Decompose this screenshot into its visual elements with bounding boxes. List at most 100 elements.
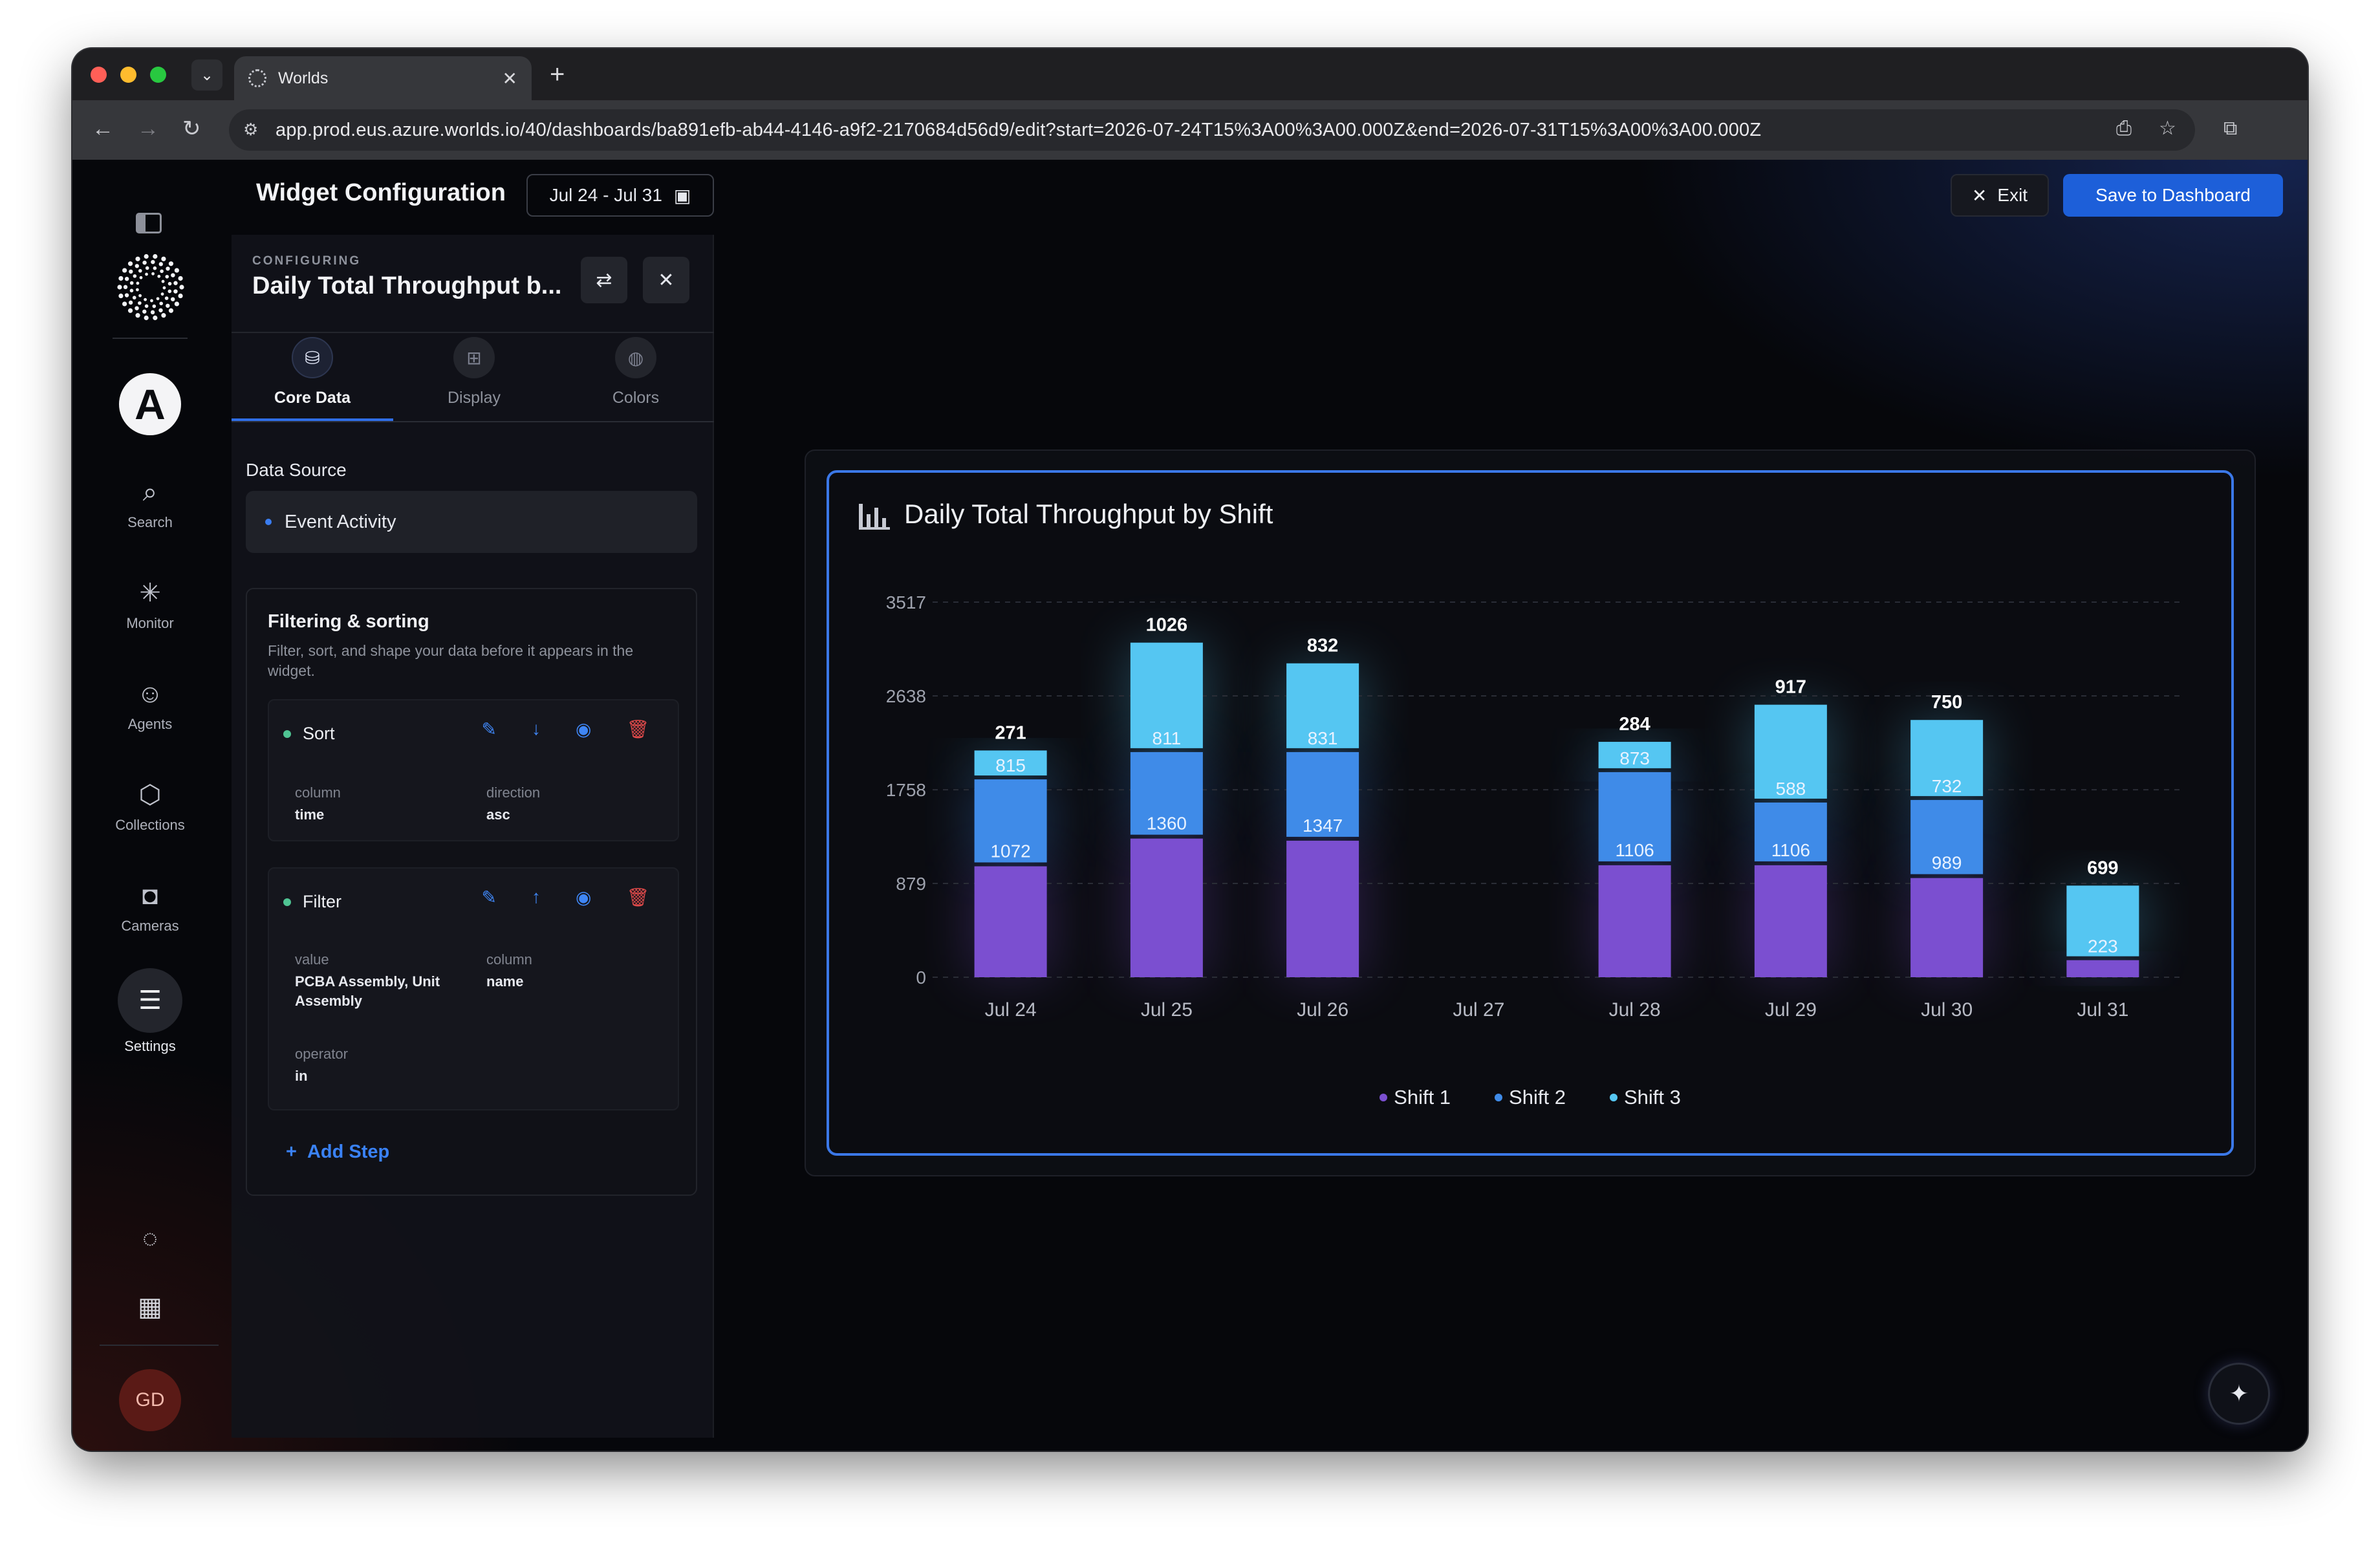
- site-settings-icon[interactable]: ⚙: [243, 120, 259, 139]
- nav-settings-label: Settings: [124, 1038, 176, 1054]
- bar-total-label: 284: [1619, 714, 1650, 735]
- nav-search-label: Search: [127, 514, 173, 530]
- close-icon: ✕: [658, 269, 675, 291]
- bar-value-label: 989: [1932, 853, 1962, 873]
- date-range-picker[interactable]: Jul 24 - Jul 31 ▣: [526, 174, 714, 217]
- filtering-sorting-card: Filtering & sorting Filter, sort, and sh…: [246, 588, 697, 1196]
- sort-step-card: Sort ✎ ↓ ◉ 🗑 column time direction as: [268, 699, 679, 841]
- building-icon[interactable]: ▦: [138, 1293, 162, 1321]
- tab-display[interactable]: ⊞ Display: [393, 337, 555, 407]
- bar-value-label: 831: [1308, 728, 1338, 748]
- sort-column-field: column time: [295, 784, 341, 825]
- bar-segment: [1286, 752, 1359, 837]
- plus-icon[interactable]: +: [550, 60, 565, 89]
- arrow-up-icon[interactable]: ↑: [532, 887, 541, 907]
- bar-segment: [1754, 704, 1827, 799]
- collections-icon: ⬡: [138, 781, 162, 809]
- eye-icon[interactable]: ◉: [576, 719, 592, 739]
- extensions-icon[interactable]: ⧉: [2223, 118, 2238, 139]
- sidebar-toggle-icon[interactable]: [136, 213, 162, 233]
- edit-icon[interactable]: ✎: [481, 719, 497, 739]
- bar-value-label: 1106: [1771, 840, 1810, 860]
- minimize-window-button[interactable]: [120, 67, 136, 83]
- filter-step-card: Filter ✎ ↑ ◉ 🗑 value PCBA Assembly, Unit…: [268, 867, 679, 1110]
- exit-button[interactable]: ✕ Exit: [1951, 174, 2049, 217]
- back-icon[interactable]: ←: [92, 116, 114, 141]
- status-dot: [265, 519, 272, 525]
- user-avatar[interactable]: GD: [119, 1369, 181, 1431]
- nav-collections[interactable]: ⬡ Collections: [91, 779, 210, 834]
- x-tick-label: Jul 26: [1297, 999, 1348, 1021]
- edit-icon[interactable]: ✎: [481, 887, 497, 907]
- add-step-button[interactable]: + Add Step: [286, 1141, 389, 1163]
- tab-search-button[interactable]: ⌄: [191, 60, 222, 91]
- legend-item-shift-2[interactable]: Shift 2: [1495, 1086, 1566, 1109]
- address-bar[interactable]: ⚙ app.prod.eus.azure.worlds.io/40/dashbo…: [229, 109, 2195, 151]
- reload-icon[interactable]: ↻: [182, 116, 201, 141]
- nav-cameras[interactable]: ◘ Cameras: [91, 880, 210, 935]
- nav-settings[interactable]: ☰ Settings: [91, 985, 210, 1055]
- arrow-down-icon[interactable]: ↓: [532, 719, 541, 739]
- close-icon[interactable]: ✕: [502, 68, 517, 89]
- nav-monitor[interactable]: ✳ Monitor: [91, 578, 210, 632]
- plus-icon: +: [286, 1141, 297, 1162]
- swap-widget-button[interactable]: ⇄: [581, 257, 627, 303]
- sort-direction-field: direction asc: [486, 784, 540, 825]
- nav-monitor-label: Monitor: [126, 615, 174, 631]
- calendar-icon: ▣: [673, 185, 691, 206]
- x-tick-label: Jul 28: [1609, 999, 1661, 1021]
- legend-swatch: [1609, 1094, 1617, 1101]
- field-key: operator: [295, 1046, 348, 1062]
- y-tick-label: 3517: [886, 592, 926, 612]
- close-config-button[interactable]: ✕: [643, 257, 689, 303]
- nav-search[interactable]: ⌕ Search: [91, 477, 210, 531]
- bar-total-label: 271: [995, 722, 1026, 743]
- monitor-icon: ✳: [139, 579, 161, 607]
- field-value: PCBA Assembly, Unit Assembly: [295, 973, 440, 1009]
- bar-value-label: 1347: [1303, 816, 1343, 836]
- bar-chart-icon: [859, 504, 890, 530]
- bar-segment: [1286, 663, 1359, 748]
- nav-agents[interactable]: ☺ Agents: [91, 678, 210, 733]
- nav-collections-label: Collections: [115, 817, 185, 833]
- browser-tab[interactable]: Worlds ✕: [234, 56, 532, 100]
- install-icon[interactable]: ⎙: [2116, 118, 2132, 139]
- tab-colors[interactable]: ◍ Colors: [555, 337, 717, 407]
- widget-title: Daily Total Throughput by Shift: [904, 499, 1273, 529]
- trash-icon[interactable]: 🗑: [626, 719, 649, 739]
- filtering-title: Filtering & sorting: [268, 611, 429, 632]
- stacked-bar-chart: 0 879 1758 2638 3517 Jul 24 Jul 25 Jul 26 Jul 27…: [886, 592, 2181, 1021]
- bar-segment: [1910, 720, 1984, 796]
- sparkle-icon: ✦: [2229, 1380, 2249, 1407]
- star-icon[interactable]: ☆: [2159, 118, 2176, 139]
- window-controls: [91, 67, 166, 83]
- trash-icon[interactable]: 🗑: [626, 887, 649, 907]
- legend-item-shift-1[interactable]: Shift 1: [1379, 1086, 1451, 1109]
- data-source-select[interactable]: Event Activity: [246, 491, 697, 553]
- bar-segment: [1130, 838, 1203, 977]
- y-tick-label: 2638: [886, 686, 926, 706]
- ai-assistant-button[interactable]: ✦: [2208, 1363, 2270, 1425]
- chart-widget[interactable]: Daily Total Throughput by Shift 0 879 1758…: [827, 470, 2234, 1156]
- bar-segment: [1754, 865, 1827, 977]
- legend-item-shift-3[interactable]: Shift 3: [1609, 1086, 1681, 1109]
- workspace-avatar[interactable]: A: [119, 373, 181, 435]
- save-to-dashboard-button[interactable]: Save to Dashboard: [2063, 174, 2283, 217]
- sliders-icon: ☰: [138, 986, 162, 1015]
- tab-colors-label: Colors: [612, 389, 660, 407]
- legend-label: Shift 1: [1394, 1086, 1451, 1109]
- nav-agents-label: Agents: [127, 716, 173, 732]
- app-root: A ⌕ Search ✳ Monitor ☺ Agents ⬡ Collecti…: [72, 160, 2308, 1451]
- forward-icon[interactable]: →: [137, 116, 159, 141]
- add-step-label: Add Step: [307, 1141, 390, 1162]
- date-range-text: Jul 24 - Jul 31: [549, 185, 662, 205]
- tab-core-data[interactable]: ⛁ Core Data: [232, 337, 393, 407]
- bar-total-label: 699: [2087, 858, 2118, 878]
- eye-icon[interactable]: ◉: [576, 887, 592, 907]
- browser-tab-bar: ⌄ Worlds ✕ +: [72, 49, 2308, 100]
- tab-title: Worlds: [278, 69, 329, 87]
- tab-core-data-label: Core Data: [274, 389, 351, 407]
- maximize-window-button[interactable]: [150, 67, 166, 83]
- close-window-button[interactable]: [91, 67, 107, 83]
- loading-icon[interactable]: ◌: [142, 1224, 158, 1253]
